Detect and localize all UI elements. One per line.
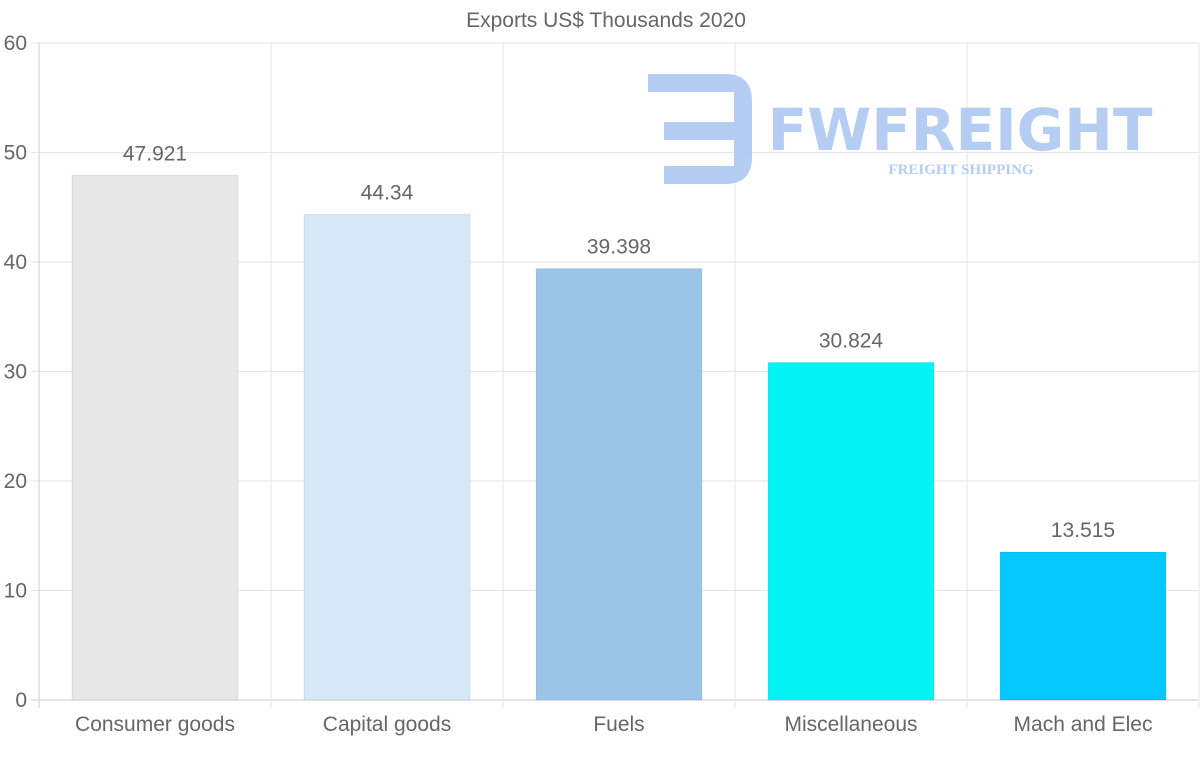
chart-title: Exports US$ Thousands 2020 — [466, 9, 746, 32]
watermark-brand: FWFREIGHT — [768, 96, 1153, 164]
bar-mach-and-elec[interactable] — [999, 551, 1167, 701]
y-tick-label: 50 — [4, 142, 27, 165]
y-tick-label: 20 — [4, 470, 27, 493]
y-tick-label: 10 — [4, 580, 27, 603]
bar-value-label: 30.824 — [819, 329, 884, 352]
value-labels: 47.921 44.34 39.398 30.824 13.515 — [123, 142, 1115, 542]
x-tick-label: Consumer goods — [75, 713, 235, 736]
y-tick-label: 0 — [15, 689, 27, 712]
bar-miscellaneous[interactable] — [767, 361, 935, 701]
bars — [71, 174, 1167, 701]
bar-value-label: 47.921 — [123, 142, 187, 165]
bar-value-label: 39.398 — [587, 236, 651, 259]
bar-value-label: 44.34 — [361, 181, 414, 204]
bar-consumer-goods[interactable] — [71, 174, 239, 701]
x-tick-label: Mach and Elec — [1014, 713, 1153, 736]
bar-value-label: 13.515 — [1051, 519, 1115, 542]
bar-fuels[interactable] — [535, 268, 703, 701]
y-tick-label: 60 — [4, 32, 27, 55]
x-tick-label: Miscellaneous — [784, 713, 917, 736]
bar-capital-goods[interactable] — [303, 213, 471, 701]
y-tick-label: 30 — [4, 361, 27, 384]
x-tick-label: Fuels — [593, 713, 644, 736]
axes: 0 10 20 30 40 50 60 Consumer goods Capital goods… — [4, 32, 1153, 736]
y-tick-label: 40 — [4, 251, 27, 274]
x-tick-label: Capital goods — [323, 713, 451, 736]
watermark: FWFREIGHT FREIGHT SHIPPING — [648, 74, 1153, 184]
watermark-tagline: FREIGHT SHIPPING — [888, 162, 1033, 178]
fwfreight-logo-icon — [648, 74, 752, 184]
